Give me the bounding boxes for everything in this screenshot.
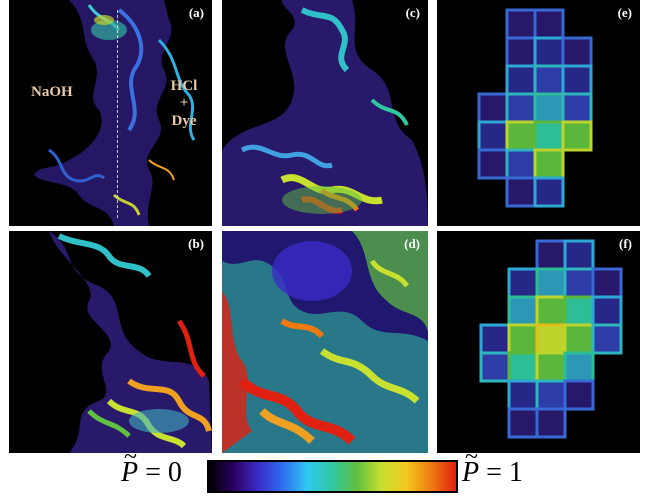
hcl-dye-label: HCl + Dye [159,78,209,130]
panel-f: (f) [437,231,640,453]
naoh-label: NaOH [31,84,73,100]
panel-a-image [9,0,212,226]
panel-f-image [437,231,640,453]
p-symbol: P [462,457,480,488]
p-symbol: P [121,457,139,488]
panel-e-image [437,0,640,226]
colorbar-legend: ~ P = 0 ~ P = 1 [0,445,649,504]
panel-c: (c) [222,0,428,226]
tilde-symbol: ~ [465,444,478,470]
hcl-label: HCl [170,78,198,94]
panel-c-label: (c) [405,5,420,20]
panel-d: (d) [222,231,428,453]
panel-c-image [222,0,428,226]
panel-e-label: (e) [617,5,632,20]
panel-e: (e) [437,0,640,226]
panel-d-label: (d) [404,236,420,251]
colorbar-min-label: ~ P = 0 [121,445,182,488]
panel-b: (b) [9,231,212,453]
colorbar-min-value: = 0 [138,457,182,488]
interface-dashed-line [117,10,118,218]
panel-b-label: (b) [188,236,204,251]
tilde-symbol: ~ [124,444,137,470]
panel-f-label: (f) [619,236,632,251]
panel-a: NaOH HCl + Dye (a) [9,0,212,226]
panel-b-image [9,231,212,453]
colorbar-max-value: = 1 [479,457,523,488]
colorbar-gradient [207,460,458,493]
panel-d-image [222,231,428,453]
plus-label: + [179,95,189,112]
dye-label: Dye [171,112,197,129]
panel-a-label: (a) [188,5,204,20]
colorbar-max-label: ~ P = 1 [462,445,523,488]
